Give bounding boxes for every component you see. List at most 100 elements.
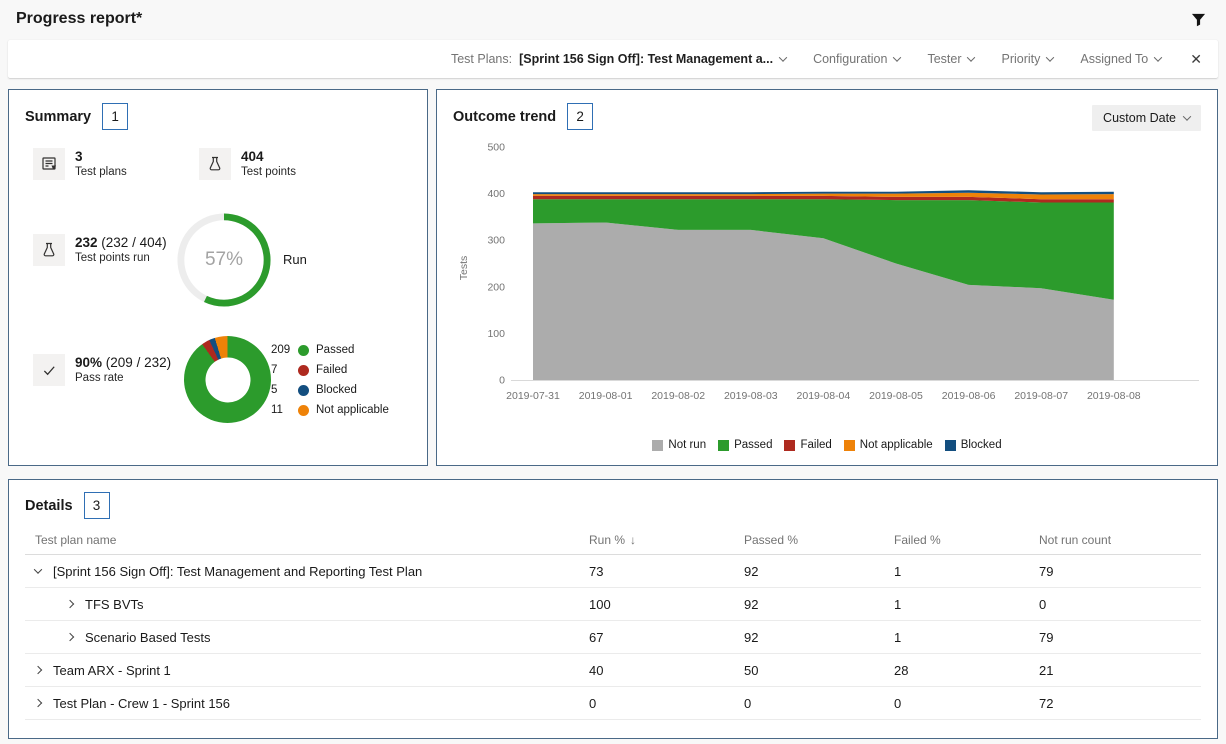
svg-text:2019-08-04: 2019-08-04 (797, 390, 851, 402)
filter-configuration[interactable]: Configuration (813, 52, 902, 66)
run-cell: 0 (589, 695, 597, 711)
run-ring-label: Run (283, 252, 307, 267)
test-plan-name-cell: TFS BVTs (25, 597, 589, 612)
legend-label: Failed (800, 439, 832, 451)
stat-test-points-label: Test points (241, 166, 296, 178)
stat-test-plans-label: Test plans (75, 166, 127, 178)
outcome-trend-legend: Not run Passed Failed Not applicable Blocked (437, 439, 1217, 451)
donut-legend-item: 7 Failed (271, 360, 389, 380)
test-plan-name: [Sprint 156 Sign Off]: Test Management a… (53, 563, 423, 579)
trend-legend-item: Not applicable (843, 439, 933, 451)
test-plan-name: TFS BVTs (85, 596, 144, 612)
stat-test-plans-value: 3 (75, 149, 83, 164)
test-beaker-icon (33, 234, 65, 266)
passed-cell: 92 (744, 629, 759, 645)
trend-legend-item: Failed (784, 439, 832, 451)
test-plan-name-cell: Scenario Based Tests (25, 630, 589, 645)
stat-test-points-value: 404 (241, 149, 264, 164)
svg-text:Tests: Tests (458, 256, 470, 281)
column-header[interactable]: Test plan name (35, 532, 117, 547)
chevron-right-icon[interactable] (33, 665, 43, 675)
table-row[interactable]: Team ARX - Sprint 1 40 50 28 21 (25, 654, 1201, 687)
donut-legend-item: 209 Passed (271, 340, 389, 360)
chevron-right-icon[interactable] (33, 698, 43, 708)
chevron-right-icon[interactable] (65, 632, 75, 642)
stat-pass-rate-suffix: (209 / 232) (105, 355, 172, 370)
test-plan-name-cell: [Sprint 156 Sign Off]: Test Management a… (25, 564, 589, 579)
stat-test-points-run-value: 232 (75, 235, 98, 250)
filter-tester[interactable]: Tester (927, 52, 976, 66)
legend-dot-icon (298, 344, 309, 356)
test-plan-name: Team ARX - Sprint 1 (53, 662, 171, 678)
table-row[interactable]: [Sprint 156 Sign Off]: Test Management a… (25, 555, 1201, 588)
legend-label: Failed (316, 364, 348, 376)
details-step-badge: 3 (83, 492, 110, 519)
failed-cell: 28 (894, 662, 909, 678)
column-header[interactable]: Passed % (744, 532, 799, 547)
legend-label: Passed (734, 439, 773, 451)
stat-test-points: 404 Test points (199, 148, 296, 180)
details-table-header: Test plan name Run % ↓ Passed % Failed % Not … (25, 525, 1201, 555)
stat-pass-rate-label: Pass rate (75, 372, 124, 384)
test-plan-icon (33, 148, 65, 180)
filter-assigned-to[interactable]: Assigned To (1080, 52, 1163, 66)
legend-swatch-icon (843, 439, 855, 451)
column-header[interactable]: Not run count (1039, 532, 1112, 547)
not_run-cell: 0 (1039, 596, 1047, 612)
stat-pass-rate-value: 90% (75, 355, 103, 370)
outcome-trend-card: Outcome trend 2 Custom Date 0 100 200 300 40… (436, 89, 1218, 466)
passed-cell: 92 (744, 563, 759, 579)
filter-test-plans[interactable]: Test Plans: [Sprint 156 Sign Off]: Test … (451, 52, 788, 66)
details-table: Test plan name Run % ↓ Passed % Failed % Not … (25, 525, 1201, 720)
check-icon (33, 354, 65, 386)
failed-cell: 1 (894, 629, 902, 645)
filter-funnel-icon[interactable] (1188, 9, 1208, 29)
chevron-down-icon[interactable] (33, 565, 43, 574)
legend-swatch-icon (944, 439, 956, 451)
legend-swatch-icon (784, 439, 796, 451)
not_run-cell: 79 (1039, 629, 1054, 645)
run-percent-value: 57% (204, 249, 244, 270)
svg-text:2019-08-06: 2019-08-06 (942, 390, 996, 402)
test-plan-name-cell: Team ARX - Sprint 1 (25, 663, 589, 678)
summary-step-badge: 1 (102, 103, 129, 130)
details-title: Details (25, 497, 73, 514)
filter-label: Assigned To (1080, 52, 1149, 66)
not_run-cell: 21 (1039, 662, 1054, 678)
stat-test-points-run-label: Test points run (75, 252, 150, 264)
column-header[interactable]: Run % ↓ (589, 532, 637, 547)
outcome-trend-chart: 0 100 200 300 400 500 Tests 2019-07-31 2019-08-0… (458, 142, 1199, 402)
table-row[interactable]: TFS BVTs 100 92 1 0 (25, 588, 1201, 621)
table-row[interactable]: Test Plan - Crew 1 - Sprint 156 0 0 0 72 (25, 687, 1201, 720)
chevron-down-icon (967, 53, 976, 62)
trend-legend-item: Blocked (944, 439, 1002, 451)
run-cell: 40 (589, 662, 604, 678)
passed-cell: 92 (744, 596, 759, 612)
custom-date-dropdown[interactable]: Custom Date (1092, 105, 1201, 131)
table-row[interactable]: Scenario Based Tests 67 92 1 79 (25, 621, 1201, 654)
trend-legend-item: Passed (718, 439, 772, 451)
chevron-right-icon[interactable] (65, 599, 75, 609)
summary-card: Summary 1 3 Test plans 404 Tes (8, 89, 428, 466)
close-icon[interactable]: ✕ (1190, 50, 1202, 67)
filter-label: Priority (1001, 52, 1041, 66)
outcome-trend-step-badge: 2 (567, 103, 594, 130)
outcome-trend-title: Outcome trend (453, 108, 557, 125)
legend-value: 11 (271, 404, 283, 416)
details-table-body: [Sprint 156 Sign Off]: Test Management a… (25, 555, 1201, 720)
legend-label: Blocked (316, 384, 357, 396)
filter-dropdowns: Configuration Tester Priority Assigned To (813, 52, 1163, 66)
svg-text:200: 200 (487, 281, 505, 293)
legend-label: Blocked (960, 439, 1002, 451)
failed-cell: 1 (894, 563, 902, 579)
filter-bar: Test Plans: [Sprint 156 Sign Off]: Test … (8, 40, 1218, 78)
not_run-cell: 72 (1039, 695, 1054, 711)
legend-value: 209 (271, 344, 291, 356)
column-header[interactable]: Failed % (894, 532, 941, 547)
filter-priority[interactable]: Priority (1001, 52, 1055, 66)
legend-label: Not run (668, 439, 707, 451)
svg-text:2019-08-01: 2019-08-01 (579, 390, 633, 402)
details-card: Details 3 Test plan name Run % ↓ Passed % Fa… (8, 479, 1218, 739)
dashboard-grid: Summary 1 3 Test plans 404 Tes (8, 89, 1218, 739)
run-progress-ring: 57% (175, 211, 273, 309)
